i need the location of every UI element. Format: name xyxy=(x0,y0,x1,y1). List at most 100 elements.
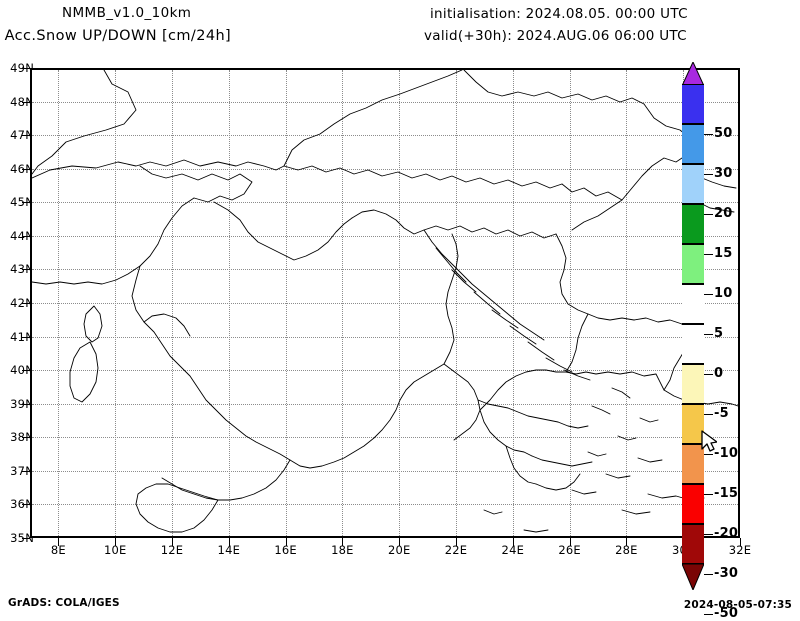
latitude-label: 43N xyxy=(10,262,34,277)
initialisation-time: initialisation: 2024.08.05. 00:00 UTC xyxy=(430,6,688,22)
longitude-label: 26E xyxy=(558,543,581,557)
latitude-tick xyxy=(22,504,30,506)
latitude-label: 45N xyxy=(10,195,34,210)
latitude-label: 44N xyxy=(10,228,34,243)
colorbar-tick-label: 30 xyxy=(714,166,733,181)
latitude-tick xyxy=(22,538,30,539)
gridline-horizontal xyxy=(32,437,738,439)
latitude-label: 42N xyxy=(10,296,34,310)
colorbar-tick-label: 15 xyxy=(714,246,733,261)
longitude-label: 24E xyxy=(501,543,525,557)
colorbar-band xyxy=(682,404,704,444)
footer-credit: GrADS: COLA/IGES xyxy=(8,597,120,609)
longitude-label: 32E xyxy=(728,543,752,557)
latitude-label: 39N xyxy=(10,396,34,411)
latitude-label: 37N xyxy=(10,463,34,478)
latitude-label: 35N xyxy=(10,531,34,545)
longitude-tick xyxy=(58,538,60,546)
latitude-tick xyxy=(22,101,30,103)
gridline-horizontal xyxy=(32,101,738,103)
gridline-horizontal xyxy=(32,336,738,338)
gridline-horizontal xyxy=(32,403,738,405)
latitude-label: 38N xyxy=(10,430,34,445)
latitude-label: 49N xyxy=(10,61,34,75)
colorbar-band xyxy=(682,324,704,364)
header: NMMB_v1.0_10km n Acc.Snow UP/DOWN [cm/24… xyxy=(0,0,800,58)
colorbar-tick-label: -30 xyxy=(714,566,739,581)
latitude-tick xyxy=(22,303,30,304)
colorbar-tick xyxy=(704,534,713,535)
longitude-tick xyxy=(172,538,173,546)
colorbar-tick xyxy=(704,214,713,215)
colorbar-tick-label: 5 xyxy=(714,326,724,341)
colorbar-tick-label: -20 xyxy=(714,526,739,541)
latitude-tick xyxy=(22,370,30,372)
longitude-tick xyxy=(569,538,571,546)
colorbar-tick xyxy=(704,494,713,495)
colorbar-band xyxy=(682,524,704,564)
colorbar-tick-label: -5 xyxy=(714,406,729,421)
colorbar-tick-label: -15 xyxy=(714,486,739,501)
longitude-tick xyxy=(115,538,117,546)
colorbar-tick xyxy=(704,374,713,375)
colorbar-tick xyxy=(704,414,713,415)
longitude-tick xyxy=(399,538,401,546)
longitude-tick xyxy=(456,538,457,546)
longitude-tick xyxy=(626,538,628,546)
longitude-label: 28E xyxy=(615,543,638,557)
colorbar-band xyxy=(682,284,704,324)
colorbar-tick-label: 0 xyxy=(714,366,724,381)
colorbar-tick xyxy=(704,454,713,455)
valid-time: valid(+30h): 2024.AUG.06 06:00 UTC xyxy=(424,28,687,44)
latitude-label: 46N xyxy=(10,161,34,176)
latitude-tick xyxy=(22,235,30,237)
longitude-label: 10E xyxy=(103,543,127,557)
colorbar-tick xyxy=(704,334,713,335)
colorbar-tick-label: -50 xyxy=(714,606,739,621)
colorbar-band xyxy=(682,124,704,164)
longitude-label: 16E xyxy=(274,543,297,557)
gridline-horizontal xyxy=(32,135,738,137)
latitude-tick xyxy=(22,470,30,472)
latitude-tick xyxy=(22,68,30,69)
map-plot-area[interactable] xyxy=(30,68,740,538)
longitude-tick xyxy=(512,538,514,546)
gridline-horizontal xyxy=(32,504,738,506)
colorbar-bands[interactable] xyxy=(682,84,704,564)
gridline-horizontal xyxy=(32,303,738,304)
gridline-horizontal xyxy=(32,269,738,271)
colorbar-tick xyxy=(704,614,713,615)
colorbar-tick xyxy=(704,574,713,575)
latitude-tick xyxy=(22,403,30,405)
colorbar-band xyxy=(682,204,704,244)
longitude-label: 18E xyxy=(331,543,354,557)
gridline-horizontal xyxy=(32,370,738,372)
longitude-label: 14E xyxy=(217,543,241,557)
longitude-tick xyxy=(285,538,287,546)
latitude-label: 40N xyxy=(10,363,34,378)
footer-timestamp: 2024-08-05-07:35 xyxy=(683,599,792,611)
latitude-tick xyxy=(22,202,30,204)
colorbar-tick-label: 10 xyxy=(714,286,733,301)
colorbar-tick-label: -10 xyxy=(714,446,739,461)
model-title: NMMB_v1.0_10km xyxy=(62,5,192,21)
colorbar-band xyxy=(682,484,704,524)
colorbar-tick xyxy=(704,174,713,175)
latitude-label: 41N xyxy=(10,329,34,344)
colorbar-band xyxy=(682,164,704,204)
mouse-pointer-icon xyxy=(701,430,717,452)
latitude-label: 36N xyxy=(10,497,34,512)
latitude-label: 48N xyxy=(10,94,34,109)
gridline-horizontal xyxy=(32,202,738,204)
colorbar-arrow-down-icon xyxy=(682,564,704,590)
colorbar-tick xyxy=(704,134,713,135)
field-title: n Acc.Snow UP/DOWN [cm/24h] xyxy=(0,28,232,44)
colorbar-band xyxy=(682,84,704,124)
longitude-label: 22E xyxy=(444,543,468,557)
longitude-label: 20E xyxy=(387,543,411,557)
colorbar-tick xyxy=(704,294,713,295)
colorbar-band xyxy=(682,444,704,484)
longitude-tick xyxy=(342,538,344,546)
coastline-border-layer xyxy=(32,70,738,536)
colorbar-tick-label: 50 xyxy=(714,126,733,141)
